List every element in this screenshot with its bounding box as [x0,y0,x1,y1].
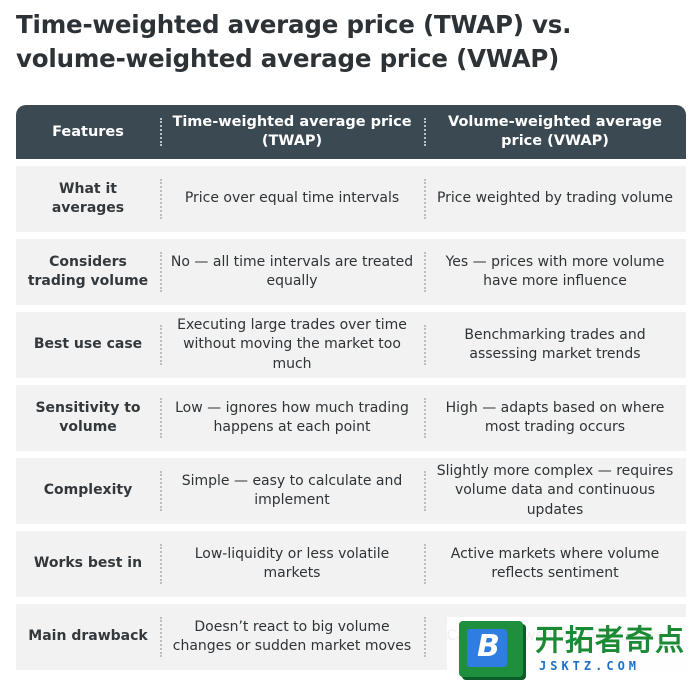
watermark-logo-icon: B [459,621,523,677]
vwap-value: Yes — prices with more volume have more … [424,239,686,305]
table-row: Works best in Low-liquidity or less vola… [16,531,686,597]
vwap-value: Slightly more complex — requires volume … [424,458,686,524]
feature-label: Best use case [33,336,143,353]
watermark-text: 开拓者奇点 [535,623,686,657]
table-header: Features Time-weighted average price (TW… [16,105,686,159]
vwap-value: Active markets where volume reflects sen… [424,531,686,597]
vwap-value: High — adapts based on where most tradin… [424,385,686,451]
feature-label: Main drawback [28,628,148,645]
table-row: Complexity Simple — easy to calculate an… [16,458,686,524]
table-row: Best use case Executing large trades ove… [16,312,686,378]
feature-label: What it averages [51,180,125,217]
feature-label: Works best in [33,555,143,572]
vwap-value: Price weighted by trading volume [424,166,686,232]
watermark-url: JSKTZ.COM [539,659,641,673]
twap-value: Simple — easy to calculate and implement [160,458,424,524]
twap-value: Low-liquidity or less volatile markets [160,531,424,597]
table-row: Sensitivity to volume Low — ignores how … [16,385,686,451]
watermark-logo-letter: B [477,629,500,664]
feature-label: Considers trading volume [27,253,149,290]
comparison-table: Features Time-weighted average price (TW… [16,105,686,670]
site-watermark: B 开拓者奇点 JSKTZ.COM [447,617,700,684]
table-row: Considers trading volume No — all time i… [16,239,686,305]
feature-label: Sensitivity to volume [35,399,141,436]
header-twap: Time-weighted average price (TWAP) [160,105,424,159]
feature-label: Complexity [43,482,133,499]
twap-value: No — all time intervals are treated equa… [160,239,424,305]
twap-value: Executing large trades over time without… [160,312,424,378]
header-vwap: Volume-weighted average price (VWAP) [424,105,686,159]
twap-value: Doesn’t react to big volume changes or s… [160,604,424,670]
page-title: Time-weighted average price (TWAP) vs. v… [16,10,572,73]
twap-value: Price over equal time intervals [160,166,424,232]
vwap-value: Benchmarking trades and assessing market… [424,312,686,378]
twap-value: Low — ignores how much trading happens a… [160,385,424,451]
table-row: What it averages Price over equal time i… [16,166,686,232]
header-features: Features [52,123,124,140]
